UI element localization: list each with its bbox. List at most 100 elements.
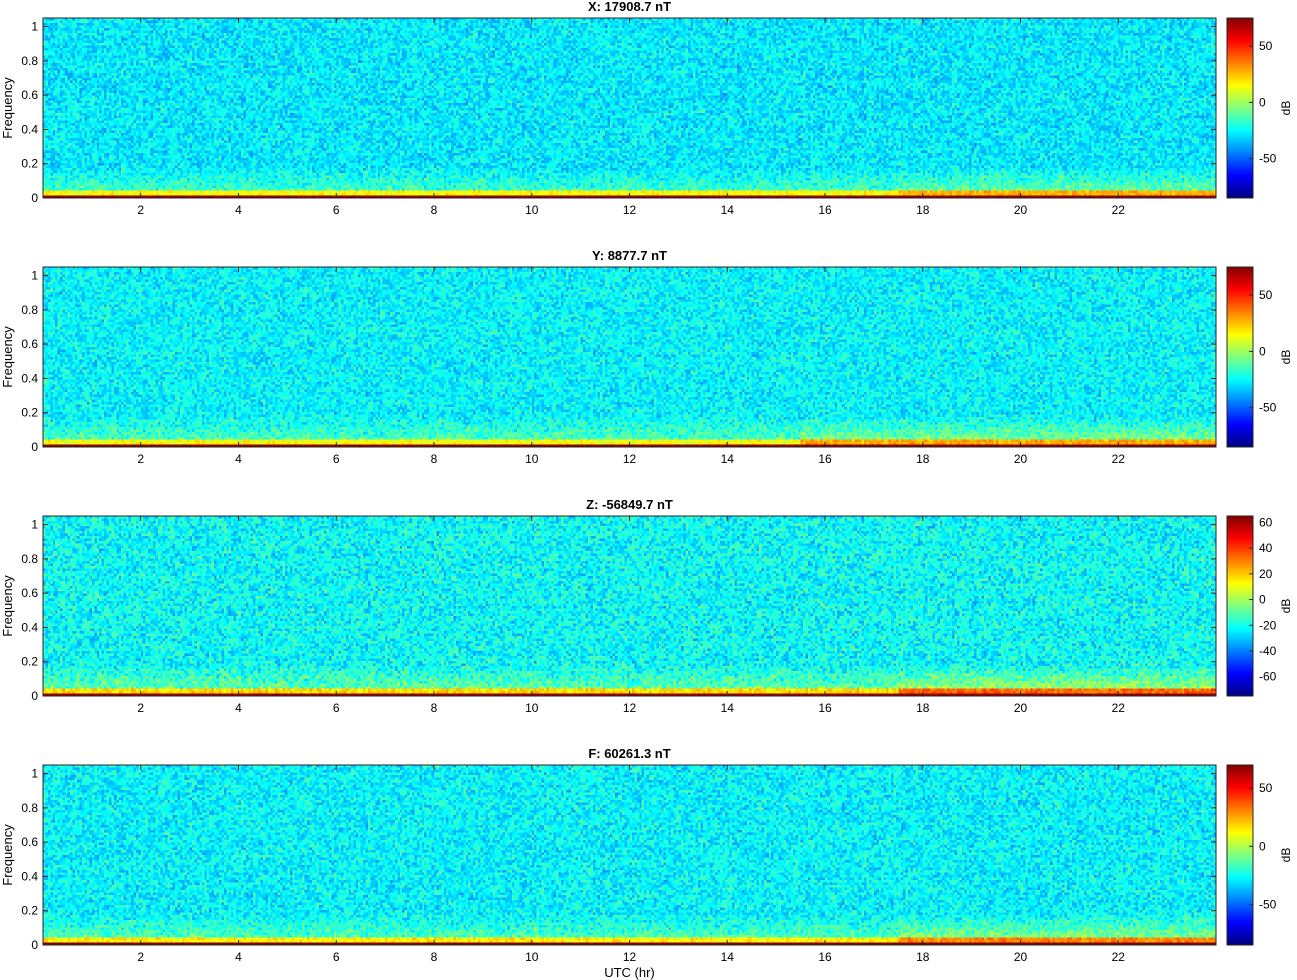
colorbar-tick-label: -20	[1259, 618, 1277, 632]
y-tick-label: 0.2	[21, 655, 38, 669]
y-tick-label: 0.6	[21, 586, 38, 600]
x-tick-label: 20	[1014, 203, 1028, 217]
x-tick-label: 14	[721, 701, 735, 715]
panel-2: Z: -56849.7 nT2 4 6 8 10 12 14 16 18 20 2200.20.40…	[0, 497, 1293, 715]
x-tick-label: 2	[137, 203, 144, 217]
colorbar	[1226, 515, 1254, 697]
x-tick-label: 14	[721, 950, 735, 964]
x-tick-label: 20	[1014, 950, 1028, 964]
colorbar	[1226, 764, 1254, 946]
colorbar-tick-label: -50	[1259, 897, 1277, 911]
x-tick-label: 20	[1014, 452, 1028, 466]
panel-title: F: 60261.3 nT	[588, 746, 670, 761]
colorbar-label: dB	[1279, 101, 1293, 116]
colorbar	[1226, 17, 1254, 199]
y-tick-label: 0.4	[21, 122, 38, 136]
colorbar-tick-label: -50	[1259, 401, 1277, 415]
x-tick-label: 18	[916, 203, 930, 217]
y-tick-label: 0	[31, 191, 38, 205]
x-tick-label: 2	[137, 701, 144, 715]
colorbar-tick-label: 0	[1259, 95, 1266, 109]
x-tick-label: 4	[235, 203, 242, 217]
colorbar-tick-label: 20	[1259, 567, 1273, 581]
spectrogram-image	[43, 267, 1216, 447]
colorbar-tick-label: 0	[1259, 593, 1266, 607]
y-tick-label: 0.6	[21, 835, 38, 849]
x-tick-label: 8	[431, 950, 438, 964]
y-tick-label: 0.2	[21, 904, 38, 918]
y-tick-label: 0.2	[21, 406, 38, 420]
x-tick-label: 4	[235, 701, 242, 715]
y-tick-label: 0.2	[21, 157, 38, 171]
colorbar-tick-label: 60	[1259, 515, 1273, 529]
x-tick-label: 2	[137, 452, 144, 466]
colorbar-tick-label: -40	[1259, 644, 1277, 658]
x-tick-label: 6	[333, 452, 340, 466]
y-axis-label: Frequency	[0, 77, 15, 139]
y-tick-label: 0.6	[21, 88, 38, 102]
colorbar-tick-label: 50	[1259, 781, 1273, 795]
x-tick-label: 18	[916, 950, 930, 964]
x-tick-label: 4	[235, 950, 242, 964]
x-tick-label: 8	[431, 203, 438, 217]
spectrogram-image	[43, 516, 1216, 696]
y-tick-label: 0.4	[21, 869, 38, 883]
y-tick-label: 0.4	[21, 620, 38, 634]
y-tick-label: 0	[31, 440, 38, 454]
colorbar-tick-label: 50	[1259, 288, 1273, 302]
x-tick-label: 4	[235, 452, 242, 466]
colorbar-label: dB	[1279, 350, 1293, 365]
x-tick-label: 12	[623, 203, 637, 217]
x-tick-label: 6	[333, 203, 340, 217]
x-tick-label: 8	[431, 452, 438, 466]
x-tick-label: 2	[137, 950, 144, 964]
y-tick-label: 0.8	[21, 801, 38, 815]
colorbar-label: dB	[1279, 848, 1293, 863]
x-tick-label: 22	[1112, 203, 1126, 217]
panel-0: X: 17908.7 nT 2 4 6 8 10 12 14 16 18 20 22 0 0.2 0.4 0.…	[0, 0, 1293, 217]
colorbar-tick-label: 0	[1259, 344, 1266, 358]
x-tick-label: 16	[818, 452, 832, 466]
y-tick-label: 0	[31, 689, 38, 703]
colorbar-tick-label: -50	[1259, 152, 1277, 166]
x-tick-label: 16	[818, 701, 832, 715]
x-tick-label: 22	[1112, 701, 1126, 715]
x-tick-label: 6	[333, 950, 340, 964]
x-tick-label: 14	[721, 452, 735, 466]
x-tick-label: 12	[623, 452, 637, 466]
spectrogram-image	[43, 765, 1216, 945]
x-tick-label: 6	[333, 701, 340, 715]
colorbar-tick-label: -60	[1259, 670, 1277, 684]
panel-1: Y: 8877.7 nT2 4 6 8 10 12 14 16 18 20 2200.20.40.6…	[0, 248, 1293, 466]
panel-3: F: 60261.3 nT2 4 6 8 10 12 14 16 18 20 2200.20.40.…	[0, 746, 1293, 980]
y-axis-label: Frequency	[0, 824, 15, 886]
x-tick-label: 16	[818, 203, 832, 217]
panel-title: Z: -56849.7 nT	[586, 497, 673, 512]
panel-title: Y: 8877.7 nT	[592, 248, 667, 263]
y-tick-label: 0.8	[21, 552, 38, 566]
x-tick-label: 12	[623, 950, 637, 964]
x-tick-label: 10	[525, 452, 539, 466]
y-tick-label: 1	[31, 767, 38, 781]
x-tick-label: 18	[916, 452, 930, 466]
y-tick-label: 0.4	[21, 371, 38, 385]
x-axis-label: UTC (hr)	[604, 965, 655, 980]
x-tick-label: 22	[1112, 452, 1126, 466]
x-tick-label: 20	[1014, 701, 1028, 715]
colorbar-label: dB	[1279, 599, 1293, 614]
x-tick-label: 10	[525, 203, 539, 217]
x-tick-label: 18	[916, 701, 930, 715]
x-tick-label: 14	[721, 203, 735, 217]
x-tick-label: 12	[623, 701, 637, 715]
x-tick-label: 10	[525, 701, 539, 715]
y-tick-label: 0	[31, 938, 38, 952]
x-tick-label: 22	[1112, 950, 1126, 964]
colorbar	[1226, 266, 1254, 448]
y-tick-label: 1	[31, 269, 38, 283]
panel-title: X: 17908.7 nT	[588, 0, 671, 14]
y-tick-label: 0.8	[21, 54, 38, 68]
x-tick-label: 16	[818, 950, 832, 964]
y-tick-label: 1	[31, 518, 38, 532]
